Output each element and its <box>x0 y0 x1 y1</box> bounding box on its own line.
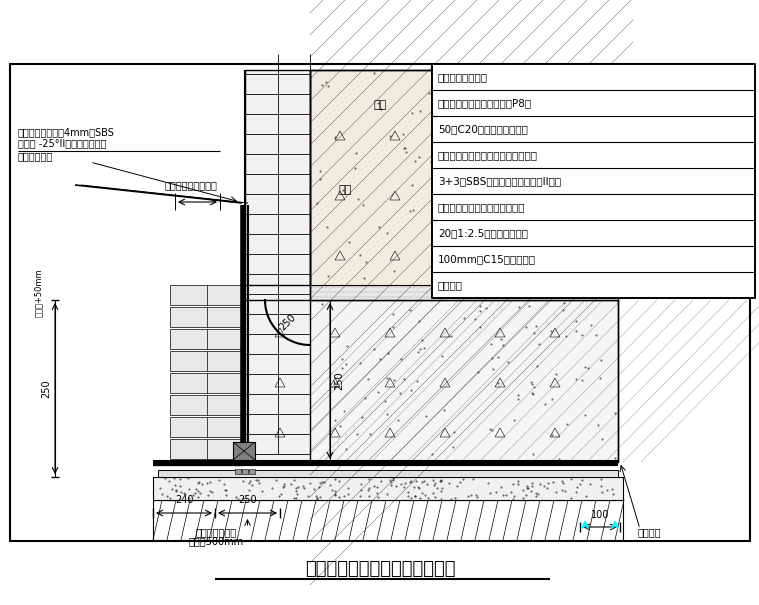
Text: 防水卷材附加层: 防水卷材附加层 <box>196 527 237 537</box>
Text: 室外: 室外 <box>373 100 386 110</box>
Bar <box>10 64 750 541</box>
Text: 此部分防水卷材用4mm厚SBS: 此部分防水卷材用4mm厚SBS <box>18 127 115 137</box>
Text: 250: 250 <box>334 371 344 390</box>
Polygon shape <box>310 70 633 285</box>
Bar <box>170 417 243 437</box>
Polygon shape <box>158 470 618 477</box>
Text: 甩茬长度按实际情况: 甩茬长度按实际情况 <box>165 180 218 190</box>
Bar <box>170 329 243 349</box>
Text: 20厚1:2.5水泥砂浆找平层: 20厚1:2.5水泥砂浆找平层 <box>438 228 528 238</box>
Text: 外墙: 外墙 <box>339 185 351 195</box>
Text: 保护层+50mm: 保护层+50mm <box>33 268 43 317</box>
Text: 250: 250 <box>278 312 298 332</box>
Bar <box>170 439 243 459</box>
Text: 粘贴无纺聚酯纤维布一道（隔离层）: 粘贴无纺聚酯纤维布一道（隔离层） <box>438 150 538 160</box>
Text: 卷材搭接: 卷材搭接 <box>638 527 662 537</box>
Polygon shape <box>245 70 310 462</box>
Bar <box>170 307 243 327</box>
Text: 3+3厚SBS改性沥青防水卷材（II型）: 3+3厚SBS改性沥青防水卷材（II型） <box>438 176 561 186</box>
Text: 240: 240 <box>175 495 194 505</box>
Text: 详见建筑构造做法: 详见建筑构造做法 <box>438 72 488 82</box>
Bar <box>170 373 243 393</box>
Bar <box>170 395 243 415</box>
Text: 宽度为500mm: 宽度为500mm <box>189 536 244 546</box>
Text: 100mm厚C15混凝土垫层: 100mm厚C15混凝土垫层 <box>438 254 536 264</box>
Text: 250: 250 <box>238 495 257 505</box>
Bar <box>170 285 243 305</box>
Polygon shape <box>153 477 623 500</box>
Text: 素土夯实: 素土夯实 <box>438 280 463 290</box>
Text: 50厚C20细石混凝土保护层: 50厚C20细石混凝土保护层 <box>438 124 528 134</box>
Bar <box>170 351 243 371</box>
Bar <box>432 64 755 298</box>
Text: 防水卷材凤茬: 防水卷材凤茬 <box>18 151 53 161</box>
Bar <box>242 469 248 474</box>
Text: 钢筋混凝土底板（抗渗等级P8）: 钢筋混凝土底板（抗渗等级P8） <box>438 98 532 108</box>
Bar <box>249 469 255 474</box>
Text: 250: 250 <box>41 379 51 398</box>
Polygon shape <box>245 285 618 300</box>
Bar <box>233 442 255 460</box>
Text: 聚酯胎 -25°II型改性沥青卷材: 聚酯胎 -25°II型改性沥青卷材 <box>18 138 106 148</box>
Text: 刷基层处理剂一遍（冷底子油）: 刷基层处理剂一遍（冷底子油） <box>438 202 525 212</box>
Polygon shape <box>153 500 623 540</box>
Bar <box>235 469 241 474</box>
Text: 100: 100 <box>591 510 609 520</box>
Polygon shape <box>245 300 618 462</box>
Text: 地下室底板立面防水做法构造图: 地下室底板立面防水做法构造图 <box>305 560 455 578</box>
